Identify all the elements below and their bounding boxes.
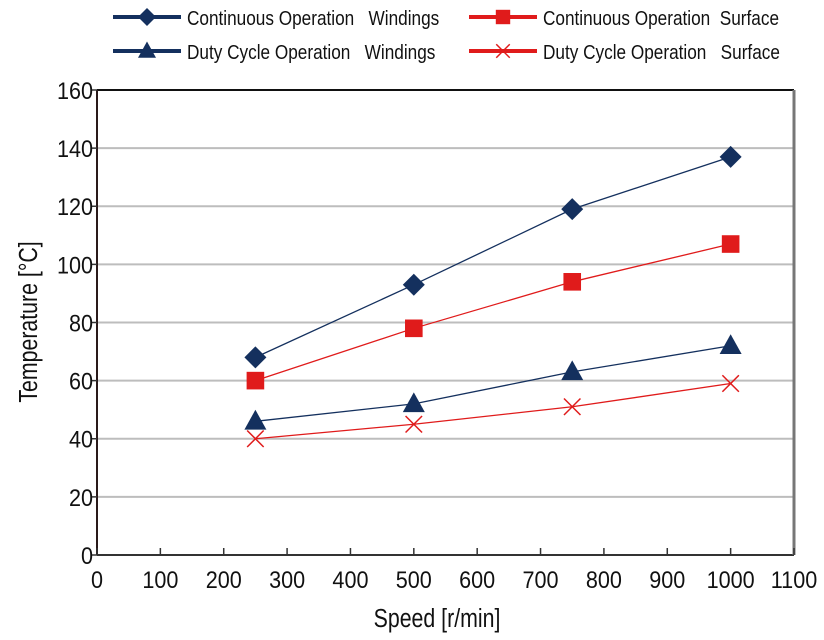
data-point-x — [563, 398, 582, 416]
y-tick-label: 160 — [57, 77, 93, 104]
series-line — [255, 345, 731, 422]
x-tick-label: 700 — [523, 566, 559, 593]
series-line — [255, 156, 731, 358]
legend-item: Continuous Operation Windings — [113, 7, 439, 30]
data-point-x — [405, 415, 423, 433]
series-diamond — [244, 145, 742, 369]
x-tick-label: 0 — [91, 566, 103, 593]
y-tick-label: 40 — [69, 426, 93, 453]
y-tick-label: 0 — [81, 542, 93, 569]
x-tick-label: 100 — [142, 566, 178, 593]
x-tick-label: 900 — [649, 566, 685, 593]
x-marker-stroke — [563, 398, 582, 416]
y-axis-ticks: 0 20 40 60 80 100 120 140 160 — [57, 77, 97, 569]
legend-label: Continuous Operation Windings — [187, 7, 439, 30]
data-point-triangle — [402, 392, 425, 413]
data-point-diamond — [719, 145, 742, 168]
series-x — [246, 374, 740, 448]
series-group — [244, 145, 742, 448]
x-marker-stroke — [246, 429, 265, 448]
data-point-diamond — [561, 198, 584, 221]
x-axis-title: Speed [r/min] — [374, 604, 501, 634]
legend: Continuous Operation Windings Continuous … — [113, 7, 780, 64]
data-point-square — [721, 235, 740, 253]
x-marker-stroke — [721, 374, 740, 393]
x-tick-label: 300 — [269, 566, 305, 593]
y-tick-label: 80 — [69, 309, 93, 336]
x-tick-label: 400 — [332, 566, 368, 593]
data-point-diamond — [402, 273, 425, 296]
legend-item: Duty Cycle Operation Surface — [469, 41, 780, 64]
gridlines — [97, 147, 794, 498]
x-axis-ticks: 0 100 200 300 400 500 600 700 800 900 1000 1100 — [91, 548, 817, 593]
legend-label: Continuous Operation Surface — [543, 7, 779, 30]
series-line — [255, 382, 731, 440]
x-tick-label: 1000 — [707, 566, 755, 593]
legend-item: Continuous Operation Surface — [469, 7, 779, 30]
x-marker-stroke — [405, 415, 423, 433]
legend-triangle-icon — [138, 41, 156, 58]
data-point-triangle — [244, 409, 267, 430]
data-point-square — [246, 371, 265, 390]
legend-label: Duty Cycle Operation Windings — [187, 41, 435, 64]
legend-item: Duty Cycle Operation Windings — [113, 41, 435, 64]
data-point-triangle — [561, 360, 584, 381]
series-triangle — [244, 334, 742, 430]
y-tick-label: 60 — [69, 368, 93, 395]
data-point-diamond — [244, 346, 267, 369]
x-marker-stroke — [495, 43, 511, 59]
series-line — [255, 243, 731, 382]
series-square — [246, 235, 740, 390]
data-point-x — [246, 429, 265, 448]
legend-label: Duty Cycle Operation Surface — [543, 41, 780, 64]
legend-x-icon — [495, 43, 511, 59]
data-point-square — [563, 273, 582, 291]
x-tick-label: 200 — [206, 566, 242, 593]
legend-square-icon — [495, 9, 511, 25]
y-tick-label: 120 — [57, 193, 93, 220]
x-tick-label: 1100 — [771, 566, 817, 593]
y-tick-label: 20 — [69, 484, 93, 511]
data-point-square — [405, 319, 423, 338]
x-tick-label: 600 — [459, 566, 495, 593]
x-tick-label: 500 — [396, 566, 432, 593]
y-tick-label: 140 — [57, 135, 93, 162]
legend-diamond-icon — [138, 8, 156, 26]
data-point-x — [721, 374, 740, 393]
y-tick-label: 100 — [57, 251, 93, 278]
x-tick-label: 800 — [586, 566, 622, 593]
data-point-triangle — [719, 334, 742, 354]
y-axis-title: Temperature [°C] — [14, 241, 44, 402]
